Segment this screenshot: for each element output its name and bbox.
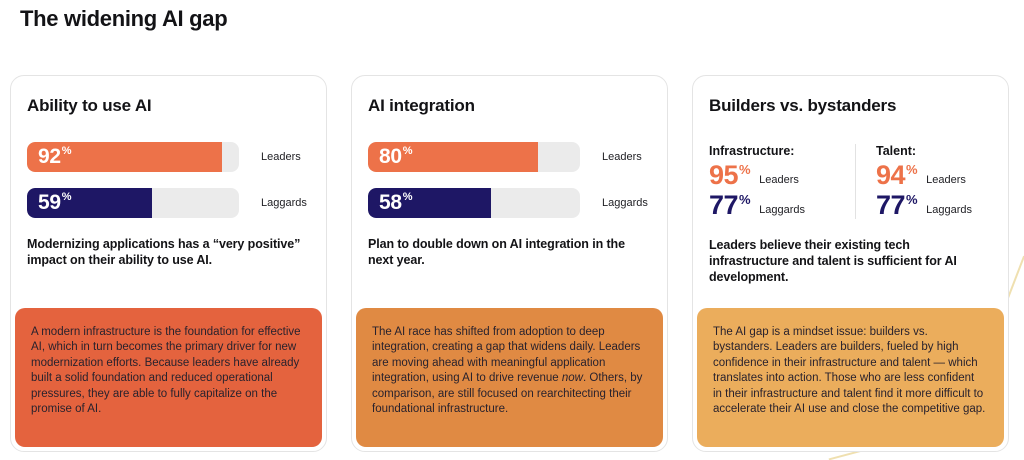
bar-track: 92% (27, 142, 239, 172)
stat-who: Leaders (759, 174, 799, 186)
card-footer-note: The AI gap is a mindset issue: builders … (697, 308, 1004, 447)
stat-who: Laggards (926, 204, 972, 216)
stat-value: 95% (709, 160, 751, 190)
percent-sign: % (906, 162, 918, 177)
bar-fill-laggards: 59% (27, 188, 153, 218)
percent-sign: % (906, 192, 918, 207)
stat-value: 94% (876, 160, 918, 190)
bar-label: Laggards (261, 197, 307, 209)
card-heading: Ability to use AI (27, 96, 152, 115)
card-heading: Builders vs. bystanders (709, 96, 897, 115)
percent-sign: % (61, 145, 72, 157)
bar-value: 58 (379, 191, 402, 214)
stat-row-leaders: 95% Leaders (709, 162, 855, 189)
bar-row-laggards: 59% Laggards (27, 188, 310, 218)
stat-column-talent: Talent: 94% Leaders 77% Laggards (855, 144, 972, 219)
stat-label: Talent: (876, 144, 917, 158)
card-subtitle: Leaders believe their existing tech infr… (709, 238, 957, 284)
bar-track: 59% (27, 188, 239, 218)
footer-text-part: . Others, by comparison, are still focus… (372, 372, 643, 416)
stat-column-infrastructure: Infrastructure: 95% Leaders 77% Laggards (709, 144, 855, 219)
bar-row-laggards: 58% Laggards (368, 188, 651, 218)
bar-value: 59 (38, 191, 61, 214)
bar-value: 92 (38, 145, 61, 168)
percent-sign: % (402, 145, 413, 157)
bar-label: Leaders (261, 151, 301, 163)
card-builders-vs-bystanders: Builders vs. bystanders Infrastructure: … (692, 75, 1009, 452)
percent-sign: % (61, 191, 72, 203)
footer-text-italic: now (561, 372, 583, 385)
percent-sign: % (739, 192, 751, 207)
stat-row-laggards: 77% Laggards (876, 192, 972, 219)
card-subtitle: Modernizing applications has a “very pos… (27, 237, 301, 267)
stat-value: 77% (876, 190, 918, 220)
bar-chart: 80% Leaders 58% Laggards (352, 142, 667, 218)
cards-row: Ability to use AI 92% Leaders 59% Laggar… (10, 75, 1009, 452)
stat-who: Laggards (759, 204, 805, 216)
percent-sign: % (739, 162, 751, 177)
bar-chart: 92% Leaders 59% Laggards (11, 142, 326, 218)
bar-track: 80% (368, 142, 580, 172)
stat-label: Infrastructure: (709, 144, 795, 158)
bar-value: 80 (379, 145, 402, 168)
stat-row-leaders: 94% Leaders (876, 162, 972, 189)
bar-row-leaders: 92% Leaders (27, 142, 310, 172)
stat-row-laggards: 77% Laggards (709, 192, 855, 219)
stat-who: Leaders (926, 174, 966, 186)
card-ability-to-use-ai: Ability to use AI 92% Leaders 59% Laggar… (10, 75, 327, 452)
card-heading: AI integration (368, 96, 475, 115)
card-footer-note: A modern infrastructure is the foundatio… (15, 308, 322, 447)
card-footer-note: The AI race has shifted from adoption to… (356, 308, 663, 447)
bar-track: 58% (368, 188, 580, 218)
page-title: The widening AI gap (20, 6, 228, 31)
bar-fill-leaders: 92% (27, 142, 223, 172)
card-ai-integration: AI integration 80% Leaders 58% Laggards (351, 75, 668, 452)
bar-row-leaders: 80% Leaders (368, 142, 651, 172)
bar-fill-leaders: 80% (368, 142, 538, 172)
bar-fill-laggards: 58% (368, 188, 491, 218)
percent-sign: % (402, 191, 413, 203)
bar-label: Laggards (602, 197, 648, 209)
bar-label: Leaders (602, 151, 642, 163)
footer-text-part: The AI race has shifted from adoption to… (372, 326, 641, 385)
stats-columns: Infrastructure: 95% Leaders 77% Laggards… (693, 142, 1008, 219)
stat-value: 77% (709, 190, 751, 220)
card-subtitle: Plan to double down on AI integration in… (368, 237, 625, 267)
